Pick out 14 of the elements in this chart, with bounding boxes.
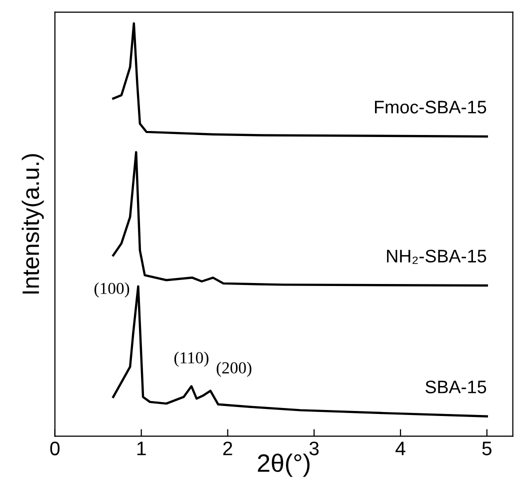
series-label: SBA-15 bbox=[425, 380, 486, 394]
series-label: Fmoc-SBA-15 bbox=[375, 100, 486, 114]
x-tick-label: 2 bbox=[223, 442, 232, 456]
x-tick-label: 4 bbox=[396, 442, 406, 456]
x-tick-label: 5 bbox=[482, 442, 492, 456]
annotation: (110) bbox=[174, 352, 208, 367]
x-tick-label: 0 bbox=[50, 442, 60, 456]
x-axis-title: 2θ(°) bbox=[258, 454, 310, 477]
series-label: NH₂-SBA-15 bbox=[387, 250, 486, 264]
annotation: (100) bbox=[94, 282, 130, 298]
x-tick-label: 3 bbox=[309, 442, 319, 456]
x-tick-label: 1 bbox=[137, 442, 146, 456]
annotation: (200) bbox=[216, 362, 252, 377]
y-axis-title: Intensity(a.u.) bbox=[22, 154, 44, 294]
